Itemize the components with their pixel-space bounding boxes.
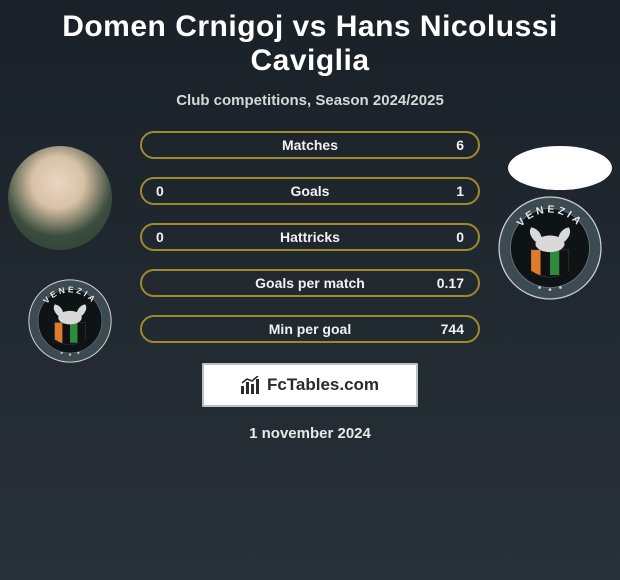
player-left-photo bbox=[8, 146, 112, 250]
stat-pill: Matches 6 bbox=[140, 131, 480, 159]
brand-chart-icon bbox=[241, 376, 261, 394]
stat-label: Matches bbox=[282, 137, 338, 153]
stat-label: Min per goal bbox=[269, 321, 351, 337]
stat-pill: 0 Hattricks 0 bbox=[140, 223, 480, 251]
player-right-club-badge: VENEZIA bbox=[498, 196, 602, 300]
club-badge-icon: VENEZIA bbox=[498, 196, 602, 300]
club-badge-icon: VENEZIA bbox=[28, 279, 112, 363]
stat-pill: 0 Goals 1 bbox=[140, 177, 480, 205]
snapshot-date: 1 november 2024 bbox=[0, 425, 620, 442]
stat-value-left: 0 bbox=[156, 229, 164, 245]
stat-value-right: 0.17 bbox=[437, 275, 464, 291]
brand-text: FcTables.com bbox=[267, 375, 379, 395]
stat-label: Goals bbox=[291, 183, 330, 199]
comparison-panel: VENEZIA VENEZIA bbox=[0, 131, 620, 442]
stat-value-right: 0 bbox=[456, 229, 464, 245]
stat-label: Hattricks bbox=[280, 229, 340, 245]
player-right-photo-placeholder bbox=[508, 146, 612, 190]
stats-list: Matches 6 0 Goals 1 0 Hattricks 0 Goals per matc… bbox=[140, 131, 480, 343]
stat-label: Goals per match bbox=[255, 275, 365, 291]
page-subtitle: Club competitions, Season 2024/2025 bbox=[0, 92, 620, 109]
stat-pill: Goals per match 0.17 bbox=[140, 269, 480, 297]
brand-watermark: FcTables.com bbox=[202, 363, 418, 407]
stat-value-right: 1 bbox=[456, 183, 464, 199]
stat-pill: Min per goal 744 bbox=[140, 315, 480, 343]
stat-value-left: 0 bbox=[156, 183, 164, 199]
stat-value-right: 6 bbox=[456, 137, 464, 153]
page-title: Domen Crnigoj vs Hans Nicolussi Caviglia bbox=[0, 0, 620, 78]
player-left-club-badge: VENEZIA bbox=[28, 279, 112, 363]
stat-value-right: 744 bbox=[441, 321, 464, 337]
